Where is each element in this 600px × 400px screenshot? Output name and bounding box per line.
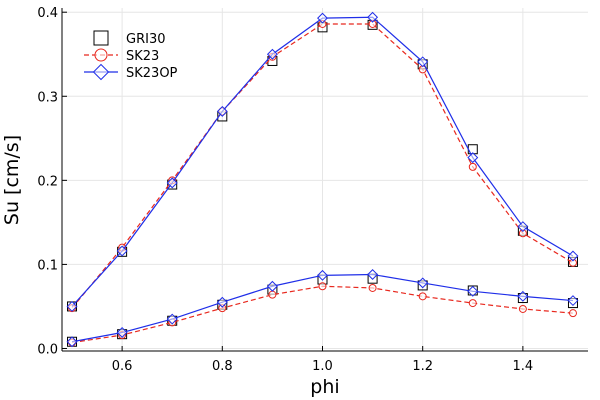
legend-item: GRI30 [93,30,165,47]
legend-item: SK23 [84,48,159,64]
data-point-lower [116,327,128,338]
y-tick-label: 0.2 [37,174,58,189]
series-sk23 [68,19,577,347]
series-sk23op [66,11,579,348]
axes [61,8,588,352]
tick-labels: 0.6 0.8 1.0 1.2 1.4 0.0 0.1 0.2 0.3 0.4 [37,6,533,374]
grid [62,8,588,351]
data-point-upper [266,48,278,60]
data-point-lower [567,295,579,307]
data-point-lower [568,309,577,318]
y-axis-label: Su [cm/s] [1,135,23,225]
data-point-lower [467,285,479,297]
data-point-lower [517,290,529,302]
data-point-lower [66,336,78,348]
data-point-upper [417,56,429,68]
y-tick-label: 0.1 [37,258,58,273]
legend-marker-square [93,30,109,46]
data-point-lower [468,299,477,308]
series-line-upper [71,23,574,309]
data-point-lower [166,313,178,325]
y-tick-label: 0.4 [37,6,58,21]
legend-marker-diamond [92,63,110,81]
data-point-lower [318,282,327,291]
x-tick-label: 1.2 [412,359,433,374]
data-point-upper [317,12,328,24]
legend-label: GRI30 [126,32,165,47]
data-point-lower [418,292,427,301]
data-point-upper [116,245,128,257]
x-tick-label: 0.6 [112,359,133,374]
legend-item: SK23OP [84,63,178,81]
data-point-lower [268,290,277,299]
data-point-lower [216,296,228,308]
data-point-lower [368,283,377,292]
series-plot [66,11,579,348]
x-tick-label: 1.4 [513,359,534,374]
data-point-lower [417,277,429,289]
legend-label: SK23OP [126,66,178,81]
data-point-upper [367,11,379,23]
data-point-lower [367,269,379,280]
data-point-lower [317,269,328,281]
data-point-upper [567,250,579,262]
data-point-lower [266,280,278,292]
legend-marker-circle [94,48,108,62]
legend: GRI30 SK23 SK23OP [84,30,178,81]
x-axis-label: phi [310,376,339,398]
data-point-upper [216,105,228,117]
y-tick-label: 0.0 [37,342,58,357]
x-tick-label: 1.0 [312,359,333,374]
data-point-upper [467,152,479,164]
data-point-lower [518,304,527,313]
x-tick-label: 0.8 [212,359,233,374]
data-point-upper [166,177,178,189]
legend-label: SK23 [126,49,159,64]
data-point-upper [468,162,477,171]
data-point-upper [66,300,78,312]
y-tick-label: 0.3 [37,90,58,105]
data-point-upper [517,221,529,233]
